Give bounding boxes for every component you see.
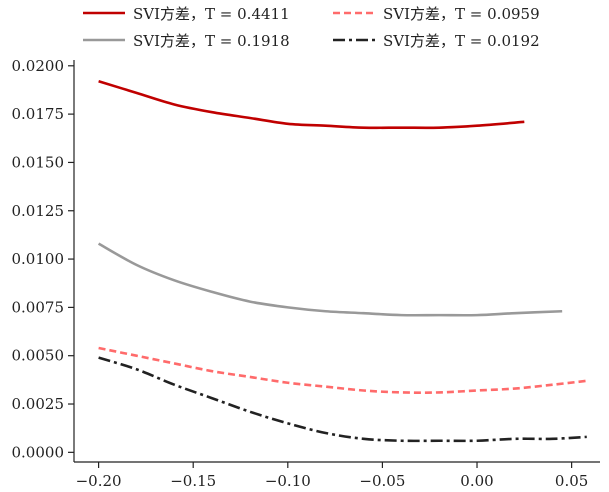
legend-item-t-0-1918: SVI方差，T = 0.1918 — [83, 29, 290, 51]
x-tick-label: 0.05 — [555, 472, 588, 490]
legend-line-t-0-0192 — [333, 38, 375, 42]
x-tick-label: −0.05 — [359, 472, 405, 490]
legend-label-t-0-0959: SVI方差，T = 0.0959 — [383, 4, 540, 23]
series-line-1 — [97, 242, 563, 317]
series-line-2 — [98, 346, 587, 394]
y-tick-label: 0.0050 — [12, 347, 65, 365]
axes-layer: 0.0000 0.0025 0.0050 0.0075 0.0100 0.0125 0.01… — [12, 57, 600, 490]
legend-label-t-0-4411: SVI方差，T = 0.4411 — [133, 4, 290, 23]
legend-item-t-0-0959: SVI方差，T = 0.0959 — [333, 2, 540, 24]
y-tick-label: 0.0075 — [12, 298, 65, 316]
series-line-0 — [98, 80, 525, 130]
legend-item-t-0-4411: SVI方差，T = 0.4411 — [83, 2, 290, 24]
y-tick-label: 0.0175 — [12, 105, 65, 123]
legend-label-t-0-0192: SVI方差，T = 0.0192 — [383, 31, 540, 50]
x-tick-label: 0.00 — [460, 472, 493, 490]
x-tick-label: −0.20 — [76, 472, 122, 490]
chart-legend: SVI方差，T = 0.4411 SVI方差，T = 0.0959 SVI方差，… — [0, 0, 609, 58]
legend-line-t-0-1918 — [83, 38, 125, 42]
y-tick-label: 0.0125 — [12, 202, 65, 220]
legend-line-t-0-4411 — [83, 11, 125, 15]
y-tick-label: 0.0025 — [12, 395, 65, 413]
y-tick-label: 0.0200 — [12, 57, 65, 75]
x-tick-label: −0.10 — [265, 472, 311, 490]
series-line-3 — [98, 356, 587, 443]
legend-label-t-0-1918: SVI方差，T = 0.1918 — [133, 31, 290, 50]
y-tick-label: 0.0000 — [12, 443, 65, 461]
legend-line-t-0-0959 — [333, 11, 375, 15]
series-layer — [97, 80, 587, 443]
y-tick-label: 0.0100 — [12, 250, 65, 268]
y-tick-label: 0.0150 — [12, 153, 65, 171]
legend-item-t-0-0192: SVI方差，T = 0.0192 — [333, 29, 540, 51]
x-tick-label: −0.15 — [170, 472, 216, 490]
